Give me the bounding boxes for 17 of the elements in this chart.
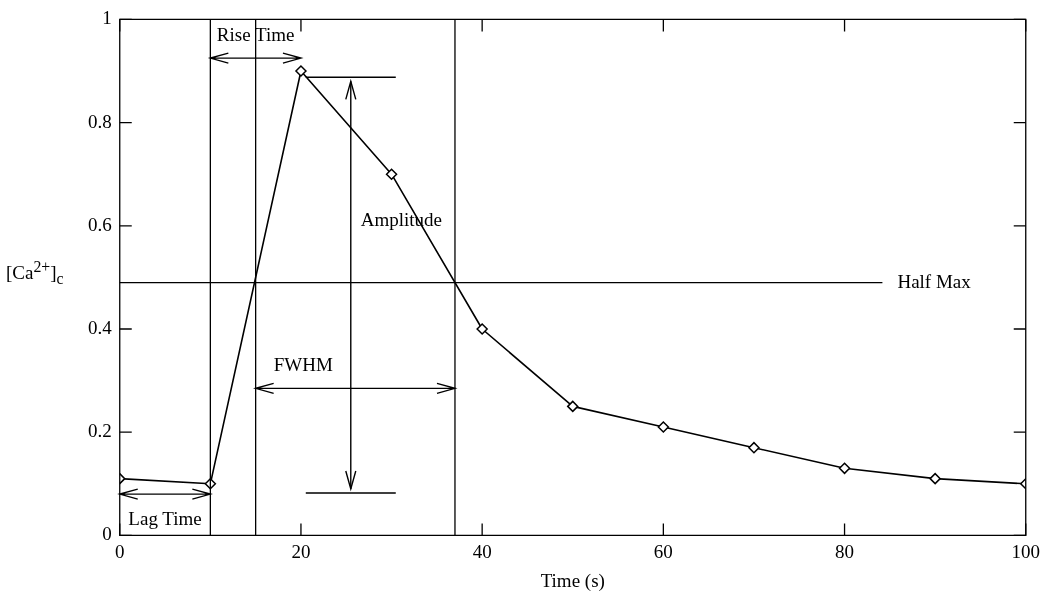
y-tick-label: 0.8 (88, 110, 112, 132)
y-tick-label: 0.6 (88, 213, 112, 235)
x-tick-label: 60 (653, 540, 673, 562)
y-axis-title: [Ca$^{2+}$]$_{c}$ (6, 258, 64, 289)
x-axis-title: Time (s) (540, 569, 605, 592)
y-tick-label: 0 (102, 523, 112, 545)
annotation: Lag Time (128, 508, 202, 530)
y-tick-label: 1 (102, 7, 112, 29)
annotation: Rise Time (216, 24, 295, 46)
y-tick-label: 0.4 (88, 316, 113, 338)
y-tick-label: 0.2 (88, 420, 112, 442)
ref-line-label: Half Max (897, 270, 972, 292)
annotation: FWHM (273, 354, 333, 376)
x-tick-label: 40 (472, 540, 492, 562)
x-tick-label: 100 (1011, 540, 1040, 562)
x-tick-label: 80 (835, 540, 855, 562)
x-tick-label: 20 (291, 540, 311, 562)
